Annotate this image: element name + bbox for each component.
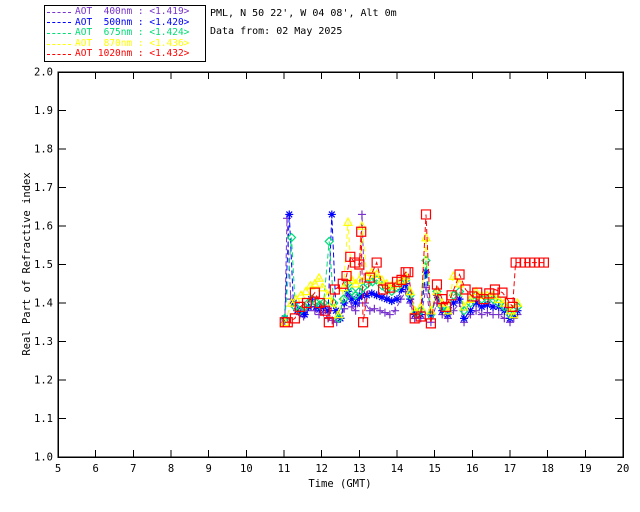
legend-label: AOT 1020nm : <1.432> xyxy=(75,48,190,60)
legend-dash-sample-icon xyxy=(47,54,71,56)
legend-row-aot-1020nm: AOT 1020nm : <1.432> xyxy=(47,49,203,60)
x-tick-label: 13 xyxy=(353,463,366,475)
x-tick-label: 8 xyxy=(168,463,174,475)
y-tick-label: 1.1 xyxy=(34,413,53,425)
x-tick-label: 20 xyxy=(617,463,630,475)
x-tick-label: 15 xyxy=(428,463,441,475)
legend-row-aot-870nm: AOT 870nm : <1.436> xyxy=(47,37,203,50)
y-tick-label: 1.8 xyxy=(34,144,53,156)
x-tick-label: 10 xyxy=(240,463,253,475)
x-tick-label: 12 xyxy=(315,463,328,475)
x-axis-label: Time (GMT) xyxy=(308,478,372,490)
y-tick-label: 1.2 xyxy=(34,375,53,387)
y-tick-label: 1.4 xyxy=(34,298,53,310)
x-tick-label: 16 xyxy=(466,463,479,475)
y-tick-label: 1.7 xyxy=(34,182,53,194)
y-tick-label: 2.0 xyxy=(34,67,53,79)
y-tick-label: 1.5 xyxy=(34,259,53,271)
y-tick-label: 1.3 xyxy=(34,336,53,348)
x-tick-label: 17 xyxy=(504,463,517,475)
x-tick-label: 11 xyxy=(278,463,291,475)
x-tick-label: 7 xyxy=(130,463,136,475)
x-tick-label: 9 xyxy=(206,463,212,475)
series-line-aot-1020nm xyxy=(284,214,544,324)
legend-dash-sample-icon xyxy=(47,11,71,13)
legend-box: AOT 400nm : <1.419> AOT 500nm : <1.420> AO… xyxy=(44,5,206,62)
plot-box xyxy=(57,71,624,458)
x-tick-label: 5 xyxy=(55,463,61,475)
legend-row-aot-675nm: AOT 675nm : <1.424> xyxy=(47,28,203,39)
legend-label: AOT 500nm : <1.420> xyxy=(75,16,190,28)
series-markers-aot-1020nm-square-icon xyxy=(279,209,549,329)
y-tick-label: 1.6 xyxy=(34,221,53,233)
legend-row-aot-500nm: AOT 500nm : <1.420> xyxy=(47,16,203,29)
station-title: PML, N 50 22', W 04 08', Alt 0m xyxy=(210,8,397,19)
x-tick-label: 18 xyxy=(541,463,554,475)
legend-label: AOT 870nm : <1.436> xyxy=(75,37,190,49)
legend-dash-sample-icon xyxy=(47,32,71,34)
x-tick-label: 6 xyxy=(93,463,99,475)
series-line-aot-400nm xyxy=(284,214,518,324)
data-date: Data from: 02 May 2025 xyxy=(210,26,343,37)
legend-dash-sample-icon xyxy=(47,22,71,24)
y-axis-label: Real Part of Refractive index xyxy=(21,172,33,356)
x-tick-label: 19 xyxy=(579,463,592,475)
legend-label: AOT 400nm : <1.419> xyxy=(75,6,190,17)
legend-label: AOT 675nm : <1.424> xyxy=(75,27,190,39)
legend-dash-sample-icon xyxy=(47,43,71,45)
legend-row-aot-400nm: AOT 400nm : <1.419> xyxy=(47,6,203,18)
y-tick-label: 1.9 xyxy=(34,105,53,117)
y-tick-label: 1.0 xyxy=(34,452,53,464)
x-tick-label: 14 xyxy=(391,463,404,475)
